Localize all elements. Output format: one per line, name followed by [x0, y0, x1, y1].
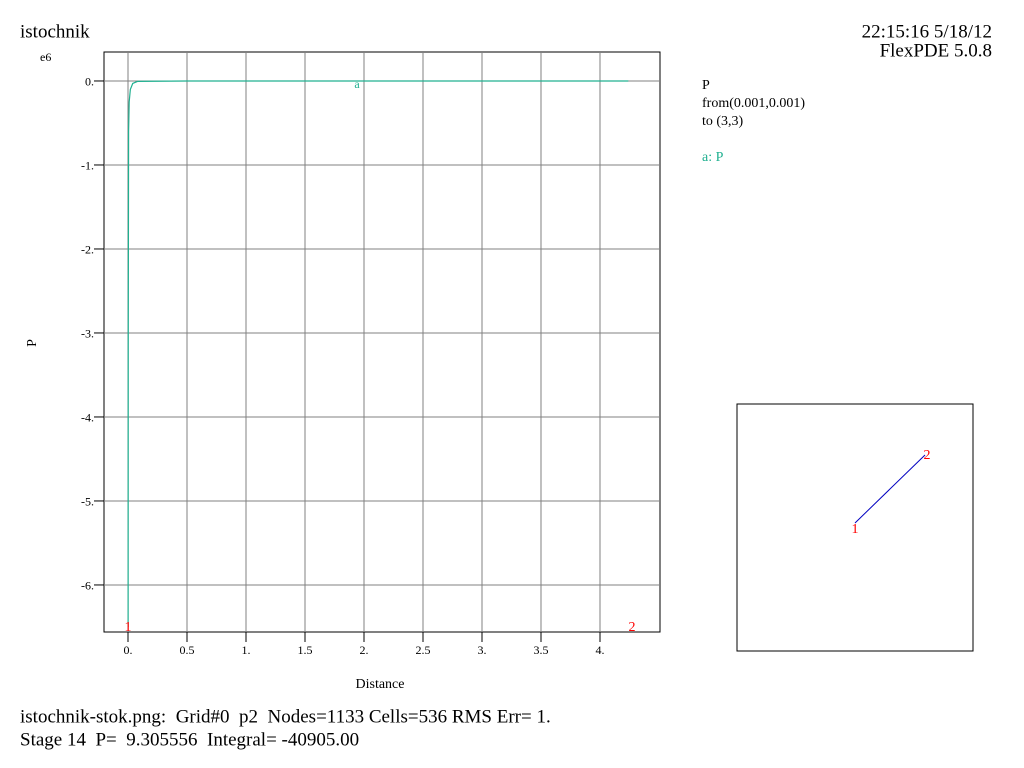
inset-path — [854, 454, 926, 524]
x-tick-label: 3.5 — [533, 643, 548, 657]
timestamp: 22:15:16 5/18/12 — [862, 21, 992, 42]
x-tick-label: 1.5 — [297, 643, 312, 657]
y-multiplier: e6 — [40, 50, 51, 64]
x-tick-label: 4. — [595, 643, 604, 657]
y-tick-label: -5. — [81, 495, 94, 509]
y-tick-label: -1. — [81, 159, 94, 173]
legend-to: to (3,3) — [702, 114, 744, 129]
x-tick-label: 3. — [477, 643, 486, 657]
x-axis-label: Distance — [356, 677, 405, 692]
inset-frame — [736, 403, 974, 652]
path-end-label: 2 — [629, 620, 636, 635]
footer-line: istochnik-stok.png: Grid#0 p2 Nodes=1133… — [20, 706, 551, 727]
legend-entry: a: P — [702, 150, 724, 165]
chart-title: istochnik — [20, 21, 90, 42]
legend-from: from(0.001,0.001) — [702, 96, 805, 111]
y-tick-label: 0. — [85, 75, 94, 89]
plot-frame — [103, 51, 661, 633]
software: FlexPDE 5.0.8 — [880, 40, 992, 61]
path-start-label: 1 — [125, 620, 132, 635]
inset-start-label: 1 — [852, 522, 859, 537]
series-line — [127, 80, 629, 627]
x-tick-label: 0.5 — [180, 643, 195, 657]
y-tick-label: -4. — [81, 411, 94, 425]
y-tick-label: -3. — [81, 327, 94, 341]
x-tick-label: 2. — [359, 643, 368, 657]
x-tick-label: 2.5 — [415, 643, 430, 657]
curve-label: a — [354, 77, 360, 91]
x-tick-label: 0. — [124, 643, 133, 657]
y-tick-label: -2. — [81, 243, 94, 257]
footer-line: Stage 14 P= 9.305556 Integral= -40905.00 — [20, 729, 359, 750]
inset-end-label: 2 — [924, 448, 931, 463]
legend-variable: P — [702, 78, 710, 93]
y-axis-label: P — [25, 339, 40, 347]
y-tick-label: -6. — [81, 579, 94, 593]
x-tick-label: 1. — [242, 643, 251, 657]
